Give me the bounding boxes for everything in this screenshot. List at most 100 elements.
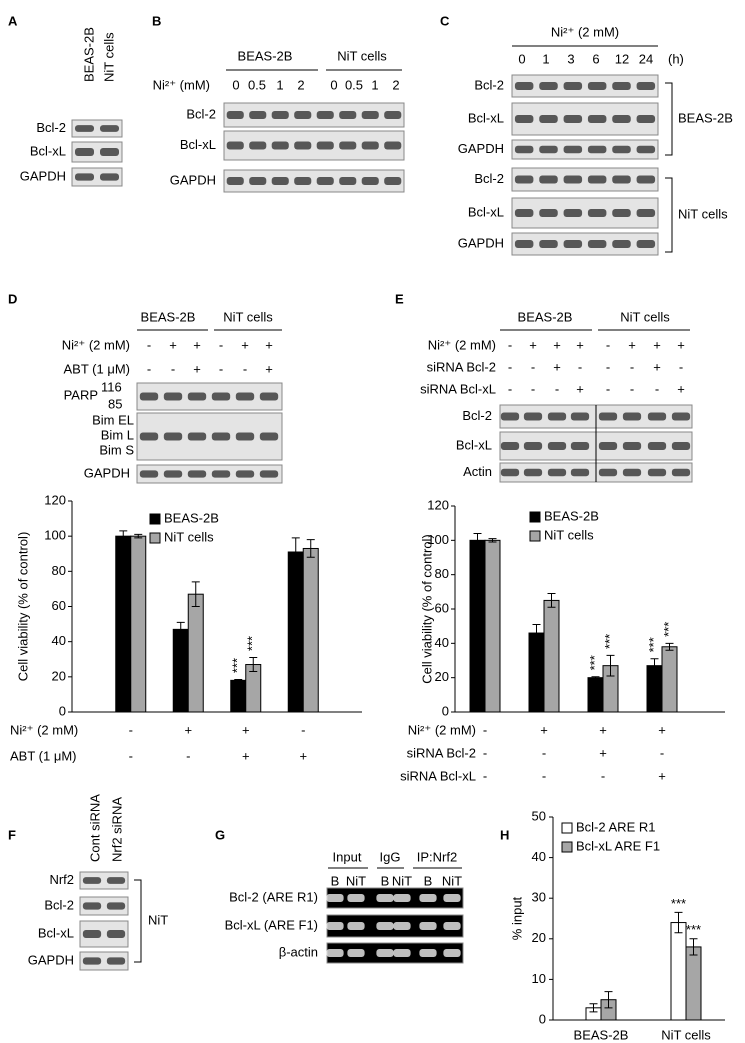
- band: [106, 957, 126, 965]
- band: [587, 175, 607, 184]
- time: 12: [615, 51, 629, 66]
- sign: +: [653, 359, 661, 374]
- sign: -: [508, 359, 512, 374]
- row-label: β-actin: [279, 944, 318, 959]
- sign: -: [679, 359, 683, 374]
- significance: ***: [602, 634, 617, 649]
- bar: [661, 646, 678, 713]
- dose: 2: [392, 77, 399, 92]
- band: [587, 145, 607, 154]
- band: [539, 175, 558, 184]
- blot: [71, 119, 123, 138]
- sign: +: [540, 722, 548, 737]
- group-label: IP:Nrf2: [417, 849, 457, 864]
- sign: -: [129, 748, 133, 763]
- column-label: Cont siRNA: [87, 794, 102, 862]
- bracket: [665, 177, 673, 253]
- sign: +: [529, 337, 537, 352]
- sign: +: [299, 748, 307, 763]
- group-label: NiT cells: [620, 309, 670, 324]
- band: [187, 392, 207, 401]
- group-label: IgG: [380, 849, 401, 864]
- y-axis-label: Cell viability (% of control): [419, 534, 434, 684]
- sign: +: [169, 337, 177, 352]
- band: [636, 82, 656, 90]
- group-label: NiT cells: [337, 48, 387, 63]
- panel-label: G: [215, 827, 225, 842]
- y-axis-label: Cell viability (% of control): [15, 532, 30, 682]
- y-tick-label: 50: [532, 808, 546, 823]
- panel-label: H: [500, 827, 509, 842]
- band: [612, 175, 631, 184]
- band: [622, 442, 642, 450]
- condition-label: Ni²⁺ (2 mM): [428, 337, 496, 352]
- dose: 0: [330, 77, 337, 92]
- band: [294, 111, 312, 119]
- sign: +: [241, 337, 249, 352]
- band: [547, 442, 567, 450]
- band: [523, 468, 543, 477]
- bar: [230, 679, 247, 713]
- band: [612, 82, 631, 90]
- blot: [511, 197, 659, 229]
- band: [376, 922, 394, 930]
- legend-swatch: [561, 841, 573, 853]
- band: [100, 125, 119, 132]
- band: [294, 141, 312, 150]
- band: [339, 111, 357, 119]
- dose: 0.5: [345, 77, 363, 92]
- band: [249, 141, 267, 150]
- band: [563, 115, 583, 123]
- band: [347, 894, 365, 902]
- sign: -: [606, 381, 610, 396]
- sign: -: [171, 361, 175, 376]
- lane-label: NiT: [442, 873, 462, 888]
- condition-label: Ni²⁺ (2 mM): [10, 722, 78, 737]
- row-label: Bcl-2: [474, 77, 504, 92]
- sign: -: [129, 722, 133, 737]
- error-bar: [589, 1003, 598, 1013]
- band: [636, 240, 656, 248]
- bar: [484, 539, 501, 713]
- band: [622, 468, 642, 477]
- band: [636, 145, 656, 154]
- band: [384, 111, 402, 119]
- y-tick-label: 20: [435, 669, 449, 684]
- band: [361, 111, 379, 119]
- band: [671, 468, 691, 477]
- blot: [136, 382, 283, 411]
- band: [612, 209, 631, 217]
- band: [82, 877, 102, 884]
- time: 1: [542, 51, 549, 66]
- blot: [136, 412, 283, 461]
- error-bar: [547, 593, 556, 608]
- band: [570, 468, 590, 477]
- legend-swatch: [529, 511, 541, 523]
- row-label: Bcl-2: [186, 106, 216, 121]
- y-tick-label: 40: [532, 849, 546, 864]
- band: [326, 949, 344, 957]
- row-label: Actin: [463, 464, 492, 479]
- band: [361, 177, 379, 185]
- band: [500, 442, 520, 450]
- band: [339, 177, 357, 185]
- panel-label: F: [8, 827, 16, 842]
- row-label: Bim L: [101, 427, 134, 442]
- band: [523, 412, 543, 421]
- error-bar: [665, 642, 674, 651]
- sign: -: [219, 337, 223, 352]
- legend-label: NiT cells: [164, 529, 214, 544]
- band: [339, 141, 357, 150]
- sign: +: [653, 337, 661, 352]
- band: [598, 412, 618, 421]
- sign: -: [655, 381, 659, 396]
- dose: 1: [371, 77, 378, 92]
- sign: +: [628, 337, 636, 352]
- sign: -: [531, 381, 535, 396]
- sign: -: [578, 359, 582, 374]
- size-marker: 85: [108, 396, 122, 411]
- dose: 2: [297, 77, 304, 92]
- band: [226, 141, 244, 150]
- error-bar: [134, 533, 143, 539]
- panel-label: C: [440, 13, 450, 28]
